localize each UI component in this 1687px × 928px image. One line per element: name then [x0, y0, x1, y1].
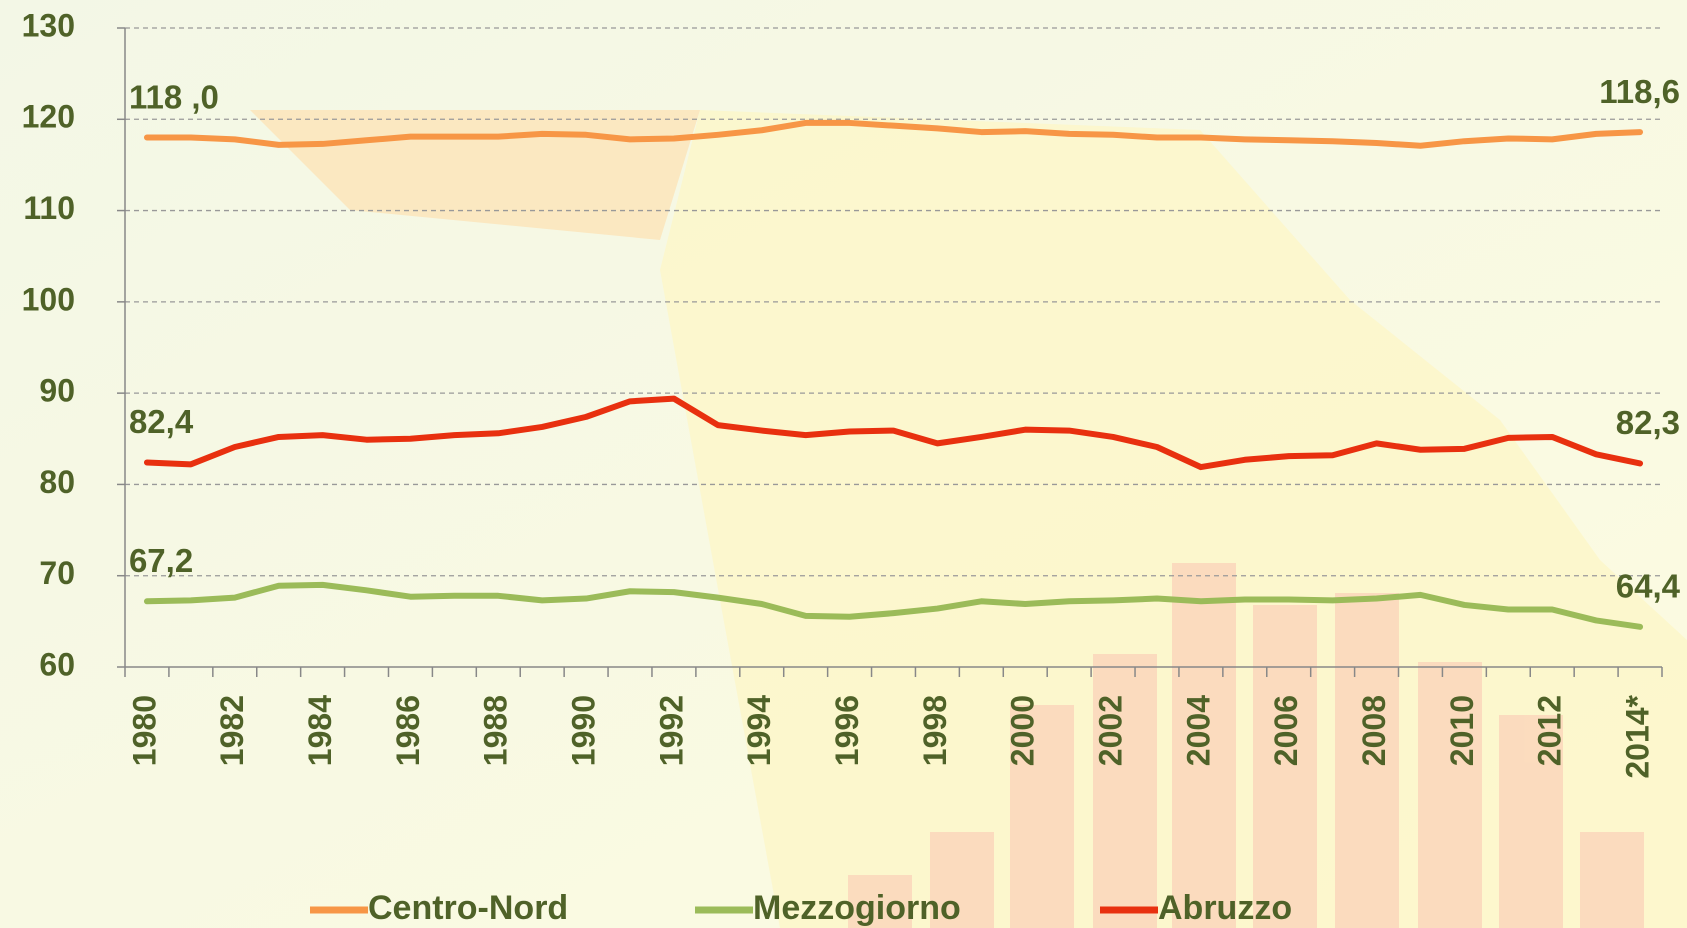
series-line: [143, 395, 1644, 471]
data-label: 82,3: [1616, 404, 1680, 441]
x-tick-label: 1990: [566, 695, 602, 766]
x-tick-label: 1980: [126, 695, 162, 766]
y-tick-label: 90: [39, 373, 75, 409]
x-tick-label: 1982: [214, 695, 250, 766]
x-tick-label: 2006: [1268, 695, 1304, 766]
x-tick-label: 2004: [1180, 695, 1216, 766]
y-tick-label: 110: [23, 190, 75, 226]
x-tick-label: 2008: [1356, 695, 1392, 766]
x-tick-label: 1996: [829, 695, 865, 766]
background-bars: [848, 563, 1644, 928]
series-line: [143, 581, 1644, 630]
x-tick-label: 2012: [1532, 695, 1568, 766]
x-tick-label: 1998: [917, 695, 953, 766]
y-tick-label: 80: [39, 464, 75, 500]
legend-label: Abruzzo: [1158, 889, 1292, 927]
legend-label: Mezzogiorno: [753, 889, 961, 927]
y-tick-label: 70: [39, 555, 75, 591]
data-label: 118,6: [1599, 73, 1680, 110]
y-tick-label: 130: [22, 7, 75, 43]
y-tick-label: 60: [39, 646, 75, 682]
legend-label: Centro-Nord: [368, 889, 568, 927]
x-tick-label: 2014*: [1619, 694, 1655, 778]
x-tick-label: 1992: [653, 695, 689, 766]
series-line: [143, 119, 1644, 149]
x-tick-label: 2000: [1005, 695, 1041, 766]
data-label: 67,2: [129, 542, 193, 579]
x-tick-label: 1994: [741, 695, 777, 766]
data-label: 118 ,0: [129, 78, 219, 115]
y-tick-label: 120: [22, 99, 75, 135]
data-label: 64,4: [1616, 568, 1681, 605]
x-tick-label: 1984: [302, 695, 338, 766]
x-tick-label: 2002: [1093, 695, 1129, 766]
data-label: 82,4: [129, 403, 194, 440]
y-tick-label: 100: [22, 281, 75, 317]
x-tick-label: 1988: [478, 695, 514, 766]
x-tick-label: 1986: [390, 695, 426, 766]
x-tick-label: 2010: [1444, 695, 1480, 766]
